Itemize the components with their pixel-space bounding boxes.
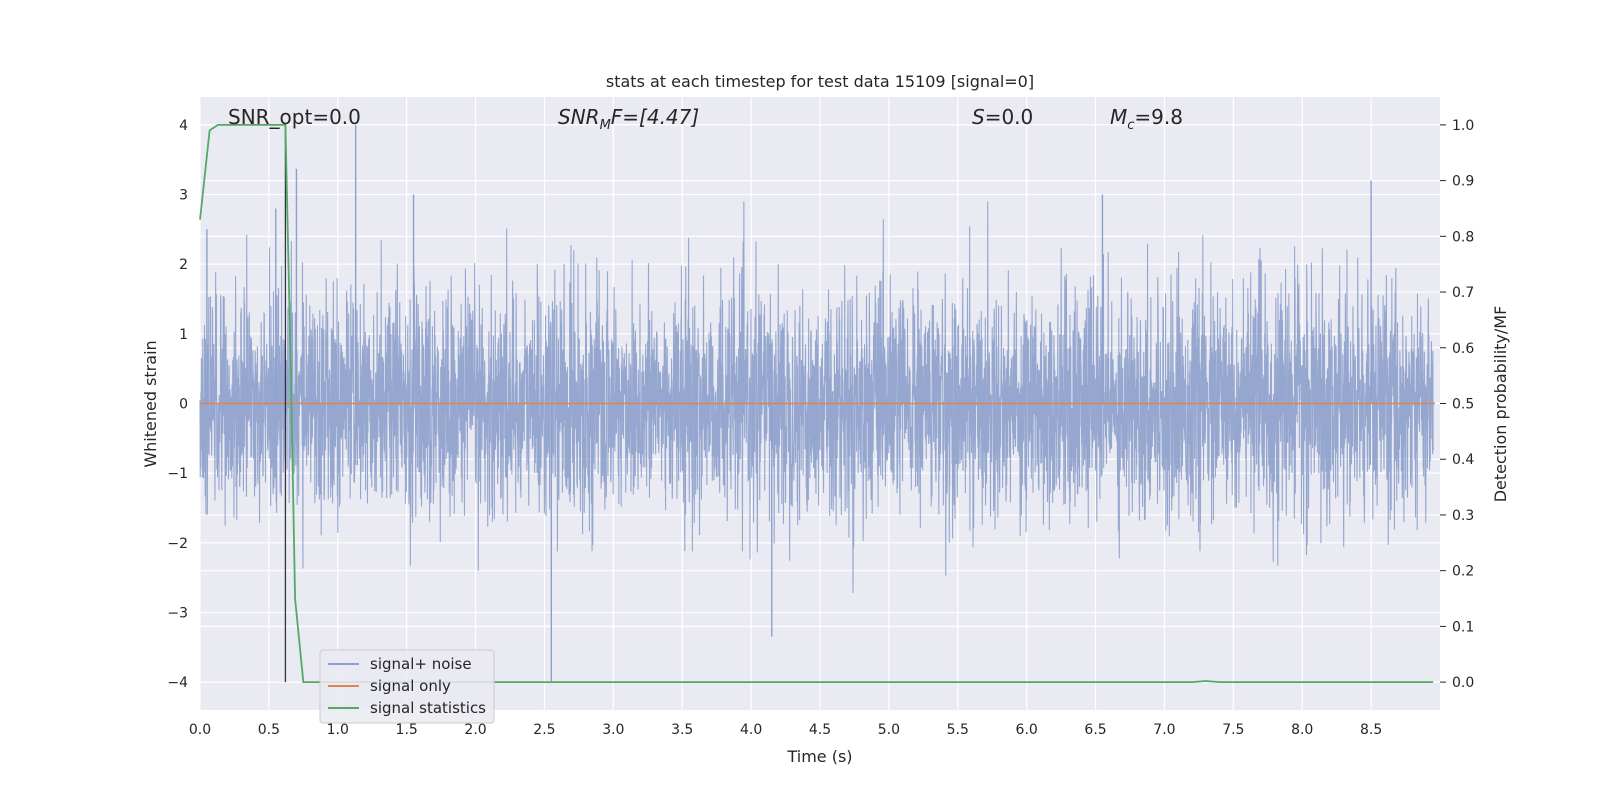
x-tick-label: 1.0 bbox=[327, 722, 349, 738]
annotation-mc: Mc=9.8 bbox=[1110, 105, 1183, 133]
snr-mf-sub: M bbox=[600, 118, 611, 133]
y-tick-label: −3 bbox=[167, 605, 188, 621]
legend-label-signal-statistics: signal statistics bbox=[370, 699, 486, 717]
legend: signal+ noise signal only signal statist… bbox=[319, 649, 495, 724]
y2-tick-label: 0.3 bbox=[1452, 508, 1474, 524]
y-tick-label: −1 bbox=[167, 466, 188, 482]
x-axis-label: Time (s) bbox=[786, 747, 852, 766]
legend-label-signal-noise: signal+ noise bbox=[370, 655, 472, 673]
y2-tick-label: 0.8 bbox=[1452, 229, 1474, 245]
x-tick-label: 3.5 bbox=[671, 722, 693, 738]
y2-tick-label: 0.4 bbox=[1452, 452, 1474, 468]
snr-mf-label: SNR bbox=[558, 105, 600, 129]
x-tick-label: 7.0 bbox=[1153, 722, 1175, 738]
y-tick-label: 2 bbox=[179, 257, 188, 273]
signal-noise-line bbox=[199, 201, 1434, 593]
s-label: S bbox=[972, 105, 985, 129]
x-tick-label: 2.5 bbox=[533, 722, 555, 738]
series-signal-noise bbox=[199, 124, 1434, 683]
legend-box bbox=[319, 649, 495, 724]
chart-title: stats at each timestep for test data 151… bbox=[606, 72, 1034, 91]
x-tick-label: 6.0 bbox=[1016, 722, 1038, 738]
y2-tick-label: 0.0 bbox=[1452, 675, 1474, 691]
x-tick-label: 6.5 bbox=[1084, 722, 1106, 738]
x-tick-label: 2.0 bbox=[464, 722, 486, 738]
annotation-snr-opt: SNR_opt=0.0 bbox=[228, 105, 361, 129]
x-tick-label: 4.0 bbox=[740, 722, 762, 738]
x-tick-label: 1.5 bbox=[396, 722, 418, 738]
y-axis-label: Whitened strain bbox=[141, 340, 160, 467]
y2-tick-label: 0.7 bbox=[1452, 285, 1474, 301]
x-tick-label: 8.5 bbox=[1360, 722, 1382, 738]
y-tick-label: −2 bbox=[167, 536, 188, 552]
y2-tick-label: 0.9 bbox=[1452, 174, 1474, 190]
x-tick-label: 0.0 bbox=[189, 722, 211, 738]
y2-tick-label: 0.6 bbox=[1452, 341, 1474, 357]
y2-tick-label: 0.5 bbox=[1452, 397, 1474, 413]
y2-tick-label: 0.2 bbox=[1452, 564, 1474, 580]
y-tick-label: −4 bbox=[167, 675, 188, 691]
x-tick-label: 4.5 bbox=[809, 722, 831, 738]
y-tick-label: 3 bbox=[179, 188, 188, 204]
mc-value: =9.8 bbox=[1134, 105, 1183, 129]
y-tick-label: 1 bbox=[179, 327, 188, 343]
x-tick-label: 5.5 bbox=[947, 722, 969, 738]
x-tick-label: 0.5 bbox=[258, 722, 280, 738]
y-tick-label: 0 bbox=[179, 397, 188, 413]
y2-tick-label: 1.0 bbox=[1452, 118, 1474, 134]
axes: 0.0 0.5 1.0 1.5 2.0 2.5 3.0 3.5 4.0 4.5 5.0 5.5 6.0 6… bbox=[167, 118, 1474, 738]
x-tick-label: 5.0 bbox=[878, 722, 900, 738]
annotation-s: S=0.0 bbox=[972, 105, 1033, 129]
y2-tick-label: 0.1 bbox=[1452, 619, 1474, 635]
mc-label: M bbox=[1110, 105, 1127, 129]
legend-label-signal-only: signal only bbox=[370, 677, 451, 695]
y-tick-label: 4 bbox=[179, 118, 188, 134]
mc-sub: c bbox=[1127, 118, 1134, 133]
annotation-snr-mf: SNRMF=[4.47] bbox=[558, 105, 699, 133]
x-tick-label: 7.5 bbox=[1222, 722, 1244, 738]
x-tick-label: 3.0 bbox=[602, 722, 624, 738]
snr-mf-rest: F=[4.47] bbox=[611, 105, 699, 129]
y2-axis-label: Detection probability/MF bbox=[1491, 306, 1510, 503]
s-value: =0.0 bbox=[985, 105, 1034, 129]
x-tick-label: 8.0 bbox=[1291, 722, 1313, 738]
